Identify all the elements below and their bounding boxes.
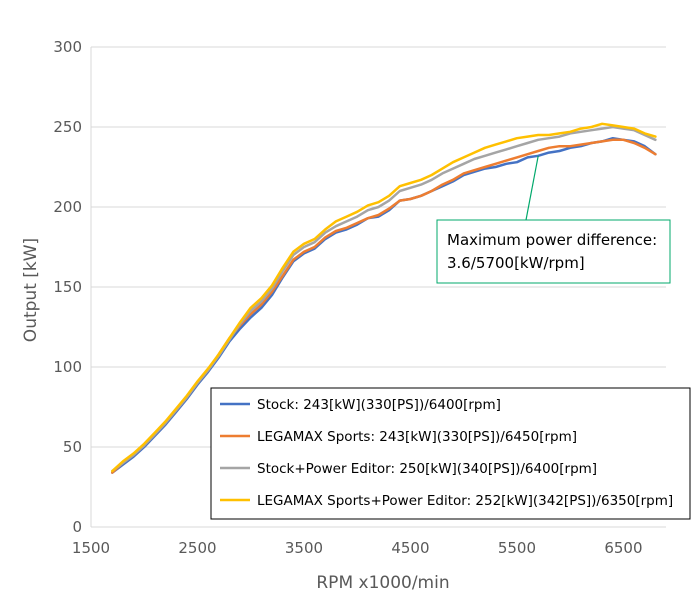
y-tick-labels: 0 50 100 150 200 250 300 xyxy=(53,38,82,536)
series-line-4 xyxy=(111,122,657,473)
y-axis-title: Output [kW] xyxy=(21,238,41,342)
y-tick-label: 250 xyxy=(53,118,82,136)
legend-box xyxy=(210,387,691,520)
x-tick-label: 6500 xyxy=(604,539,642,557)
legend-label-3: Stock+Power Editor: 250[kW](340[PS])/640… xyxy=(257,461,597,477)
annotation-callout: Maximum power difference: 3.6/5700[kW/rp… xyxy=(436,155,671,284)
legend-label-1: Stock: 243[kW](330[PS])/6400[rpm] xyxy=(257,397,501,413)
x-tick-labels: 1500 2500 3500 4500 5500 6500 xyxy=(72,539,643,557)
y-tick-label: 200 xyxy=(53,198,82,216)
legend-label-2: LEGAMAX Sports: 243[kW](330[PS])/6450[rp… xyxy=(257,429,577,445)
x-tick-label: 1500 xyxy=(72,539,110,557)
annotation-line-2: 3.6/5700[kW/rpm] xyxy=(447,254,585,272)
y-tick-label: 100 xyxy=(53,358,82,376)
annotation-leader-line xyxy=(525,155,539,221)
x-tick-label: 3500 xyxy=(285,539,323,557)
y-tick-label: 0 xyxy=(72,518,82,536)
y-tick-label: 50 xyxy=(63,438,82,456)
legend: Stock: 243[kW](330[PS])/6400[rpm] LEGAMAX… xyxy=(210,387,691,520)
annotation-box xyxy=(436,219,671,284)
y-tick-label: 150 xyxy=(53,278,82,296)
x-tick-label: 4500 xyxy=(391,539,429,557)
x-axis-title: RPM x1000/min xyxy=(316,573,449,593)
annotation-line-1: Maximum power difference: xyxy=(447,231,657,249)
y-tick-label: 300 xyxy=(53,38,82,56)
legend-label-4: LEGAMAX Sports+Power Editor: 252[kW](342… xyxy=(257,493,673,509)
x-tick-label: 2500 xyxy=(178,539,216,557)
x-tick-label: 5500 xyxy=(498,539,536,557)
series-lines xyxy=(111,122,657,474)
